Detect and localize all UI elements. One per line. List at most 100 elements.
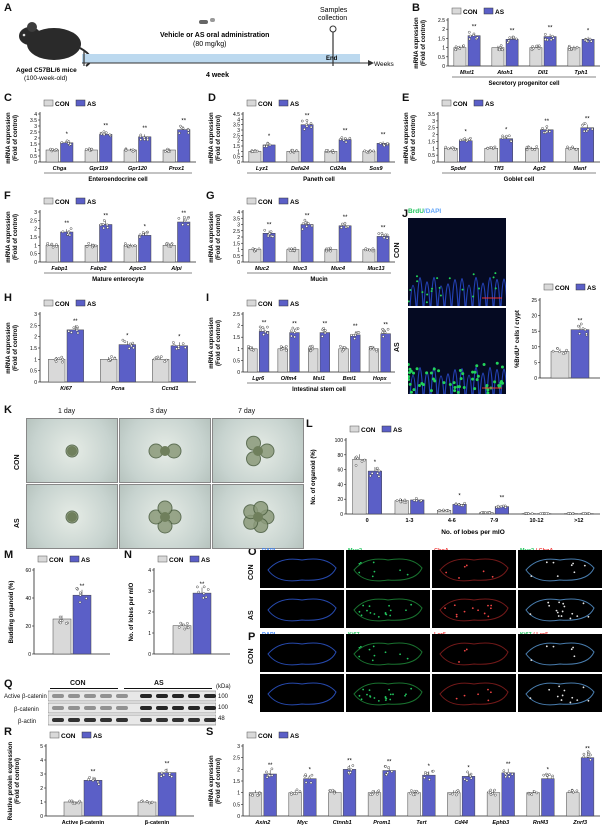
data-point: [61, 230, 65, 234]
significance-mark: **: [548, 26, 553, 32]
bar-as: [461, 776, 476, 817]
data-point: [266, 325, 269, 329]
legend-label-as: AS: [587, 285, 597, 292]
brdu-positive-cell: [473, 370, 477, 374]
data-point: [303, 127, 306, 131]
stained-cell: [360, 614, 363, 617]
blot-con-label: CON: [70, 680, 86, 687]
data-point: [293, 331, 297, 334]
stained-cell: [556, 695, 559, 698]
data-point: [172, 343, 176, 347]
data-point: [544, 38, 547, 41]
significance-mark: *: [268, 134, 271, 140]
organoid-image: [212, 484, 304, 549]
blot-mw-1: 100: [218, 694, 229, 700]
data-point: [54, 148, 58, 151]
brdu-positive-cell: [495, 361, 499, 365]
blot-strip: [48, 690, 216, 702]
data-point: [49, 147, 52, 151]
blot-band: [100, 694, 112, 698]
y-tick-label: 4: [148, 568, 151, 574]
legend-swatch-as: [75, 197, 86, 205]
data-point: [578, 332, 581, 335]
stained-cell: [406, 657, 409, 660]
blot-mw-2: 100: [218, 705, 229, 711]
stained-cell: [548, 604, 551, 607]
data-point: [251, 247, 255, 251]
data-point: [160, 771, 164, 775]
blot-band: [52, 718, 64, 722]
fluorescence-image: [260, 550, 344, 588]
data-point: [168, 772, 172, 775]
data-point: [60, 355, 64, 359]
brdu-positive-cell: [431, 287, 434, 290]
organoid-core: [160, 446, 170, 456]
data-point: [298, 790, 302, 793]
data-point: [501, 136, 505, 140]
k-row-con: CON: [14, 454, 21, 470]
stained-cell: [463, 649, 466, 652]
bar-as: [118, 344, 136, 383]
stained-cell: [545, 561, 548, 564]
data-point: [289, 150, 292, 154]
data-point: [371, 790, 375, 793]
data-point: [369, 149, 372, 153]
stained-cell: [463, 694, 466, 697]
significance-mark: **: [64, 221, 69, 227]
category-label: Ctnnb1: [333, 820, 352, 826]
y-axis-label: mRNA expression(Fold of control): [209, 211, 222, 263]
data-point: [463, 137, 467, 140]
y-tick-label: 2.5: [428, 126, 435, 132]
category-label: Gpr120: [128, 166, 147, 172]
data-point: [186, 223, 190, 226]
fluorescence-image: [432, 634, 516, 672]
stained-cell: [573, 571, 576, 574]
y-tick-label: 2.5: [233, 312, 240, 318]
data-point: [295, 788, 299, 792]
data-point: [102, 219, 106, 222]
y-tick-label: 0: [28, 652, 31, 658]
panel-label-d: D: [208, 92, 216, 104]
y-tick-label: 1.5: [233, 779, 240, 785]
blot-band: [100, 706, 112, 710]
brdu-positive-cell: [408, 363, 410, 367]
legend-label-con: CON: [555, 285, 570, 292]
category-label: Agr2: [532, 166, 546, 172]
significance-mark: *: [467, 765, 470, 771]
data-point: [305, 225, 308, 228]
bar-con: [152, 359, 170, 383]
y-axis-label: mRNA expression(Fold of control): [404, 112, 417, 164]
blot-band: [140, 718, 152, 722]
y-axis-label: mRNA expression(Fold of control): [209, 112, 222, 164]
tissue-outline: [525, 642, 595, 666]
data-point: [75, 587, 79, 590]
data-point: [75, 325, 79, 329]
data-point: [530, 512, 534, 515]
category-label: Tph1: [574, 70, 587, 76]
category-label: Znrf3: [572, 820, 587, 826]
legend-label-con: CON: [463, 9, 478, 16]
brdu-positive-cell: [448, 382, 452, 386]
data-point: [344, 225, 348, 229]
y-tick-label: 1: [432, 146, 435, 152]
significance-mark: *: [505, 128, 508, 134]
data-point: [291, 326, 295, 330]
data-point: [179, 621, 183, 625]
data-point: [59, 619, 62, 622]
fluorescence-image: [518, 674, 602, 712]
organoid-core: [160, 512, 170, 522]
data-point: [79, 591, 82, 595]
data-point: [447, 147, 450, 151]
blot-band: [156, 694, 168, 698]
stained-cell: [583, 564, 586, 567]
legend-swatch-con: [43, 99, 54, 107]
y-tick-label: 20: [531, 314, 537, 320]
data-point: [437, 509, 441, 512]
data-point: [268, 143, 272, 147]
data-point: [58, 615, 62, 619]
data-point: [70, 799, 74, 803]
data-point: [527, 792, 531, 796]
brdu-positive-cell: [482, 362, 486, 366]
group-label: Intestinal stem cell: [292, 387, 346, 393]
data-point: [160, 355, 163, 358]
